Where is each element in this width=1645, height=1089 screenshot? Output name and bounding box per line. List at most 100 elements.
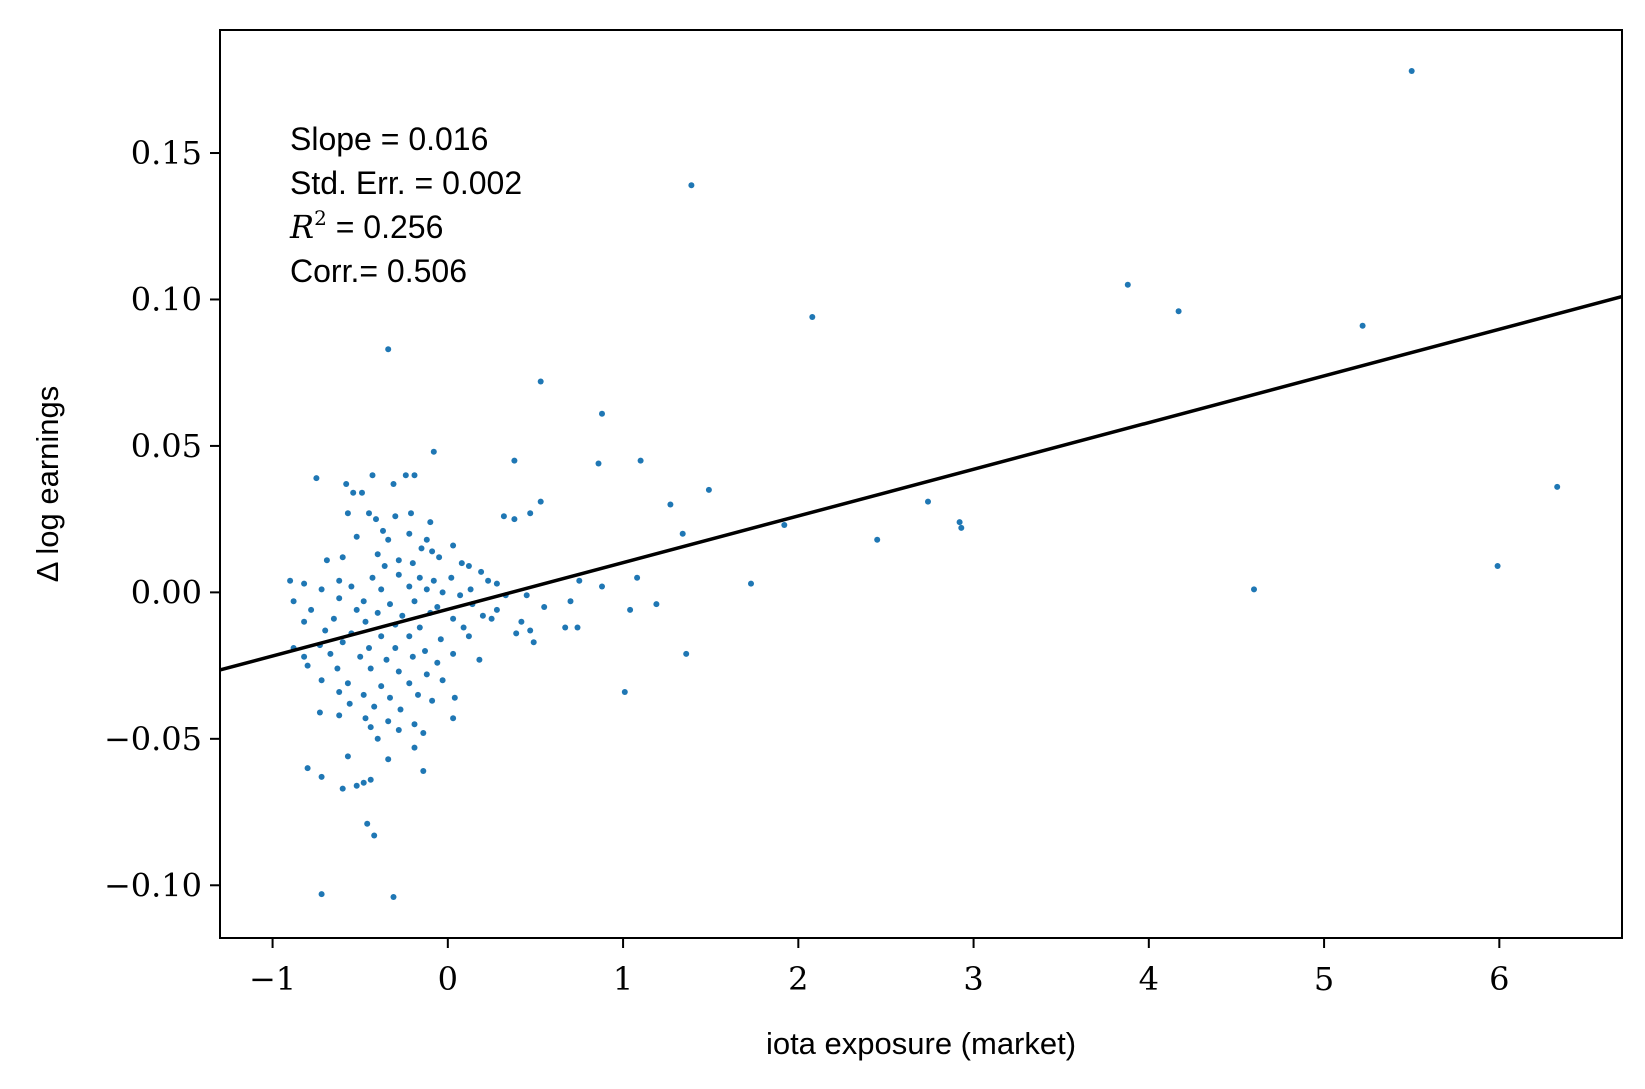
data-point — [427, 519, 434, 526]
data-point — [493, 606, 500, 613]
data-point — [1408, 68, 1415, 74]
data-point — [385, 756, 392, 763]
x-axis-label: iota exposure (market) — [766, 1026, 1076, 1061]
data-point — [350, 489, 357, 496]
data-point — [479, 612, 486, 619]
x-tick-label: 2 — [788, 960, 808, 998]
r2-exponent: 2 — [314, 206, 327, 230]
data-point — [318, 586, 325, 593]
data-point — [567, 598, 574, 605]
data-point — [378, 683, 385, 690]
data-point — [537, 378, 544, 385]
data-point — [387, 601, 393, 608]
data-point — [599, 410, 605, 417]
r2-value: = 0.256 — [327, 209, 444, 245]
data-point — [1494, 563, 1501, 569]
data-point — [437, 636, 444, 643]
data-point — [318, 773, 325, 780]
data-point — [465, 563, 472, 569]
corr-text: Corr.= 0.506 — [290, 253, 467, 289]
data-point — [369, 472, 376, 479]
data-point — [322, 627, 329, 634]
data-point — [301, 618, 308, 625]
data-point — [527, 627, 534, 634]
y-axis-label: Δ log earnings — [30, 386, 65, 583]
data-point — [362, 618, 369, 625]
data-point — [518, 618, 525, 625]
data-point — [450, 650, 457, 657]
data-point — [458, 560, 465, 567]
data-point — [925, 498, 931, 505]
data-point — [381, 563, 388, 569]
data-point — [1554, 483, 1561, 490]
data-point — [562, 624, 569, 631]
data-point — [330, 615, 337, 622]
data-point — [406, 530, 413, 537]
data-point — [411, 721, 418, 728]
data-point — [323, 557, 330, 564]
data-point — [353, 782, 360, 789]
data-point — [450, 615, 457, 622]
regression-line — [219, 294, 1623, 672]
data-point — [406, 633, 413, 640]
data-point — [366, 645, 372, 651]
data-point — [956, 519, 963, 526]
data-point — [874, 536, 881, 543]
data-point — [493, 580, 500, 587]
data-point — [621, 689, 628, 695]
data-point — [344, 753, 351, 760]
data-point — [705, 486, 712, 493]
slope-text: Slope = 0.016 — [290, 121, 488, 157]
data-point — [348, 583, 355, 590]
data-point — [541, 604, 548, 610]
data-point — [1359, 322, 1366, 329]
y-tick-label: −0.05 — [104, 720, 202, 758]
data-point — [343, 481, 350, 487]
data-point — [395, 557, 402, 564]
data-point — [334, 665, 341, 672]
data-point — [451, 694, 458, 701]
plot-frame — [219, 29, 1623, 939]
data-point — [378, 633, 385, 640]
data-point — [336, 712, 343, 719]
data-point — [423, 586, 430, 593]
data-point — [367, 665, 374, 672]
data-point — [420, 768, 427, 774]
data-point — [378, 586, 385, 593]
data-point — [450, 542, 457, 549]
data-point — [387, 694, 393, 701]
data-point — [411, 744, 418, 751]
data-point — [537, 498, 544, 505]
data-point — [429, 697, 436, 704]
data-point — [290, 598, 297, 605]
data-point — [304, 662, 311, 669]
x-tick-label: −1 — [249, 960, 296, 998]
x-tick-label: 4 — [1139, 960, 1159, 998]
data-point — [304, 765, 311, 772]
data-point — [436, 554, 443, 561]
data-point — [958, 524, 965, 531]
data-point — [422, 648, 428, 654]
data-point — [439, 677, 446, 684]
data-point — [513, 630, 520, 637]
data-point — [336, 689, 343, 695]
data-point — [683, 650, 690, 657]
y-tick-label: 0.05 — [131, 427, 202, 465]
data-point — [390, 894, 397, 900]
data-point — [364, 820, 371, 827]
data-point — [523, 592, 530, 599]
scatter-points — [287, 68, 1561, 900]
data-point — [527, 510, 534, 517]
data-point — [485, 577, 492, 584]
data-point — [1251, 586, 1257, 593]
data-point — [423, 671, 430, 678]
data-point — [344, 680, 351, 687]
data-point — [448, 574, 455, 581]
data-point — [434, 604, 441, 610]
x-tick-label: 6 — [1489, 960, 1509, 998]
data-point — [360, 779, 367, 786]
data-point — [374, 735, 381, 742]
data-point — [339, 554, 346, 561]
data-point — [399, 612, 406, 619]
data-point — [353, 533, 360, 540]
